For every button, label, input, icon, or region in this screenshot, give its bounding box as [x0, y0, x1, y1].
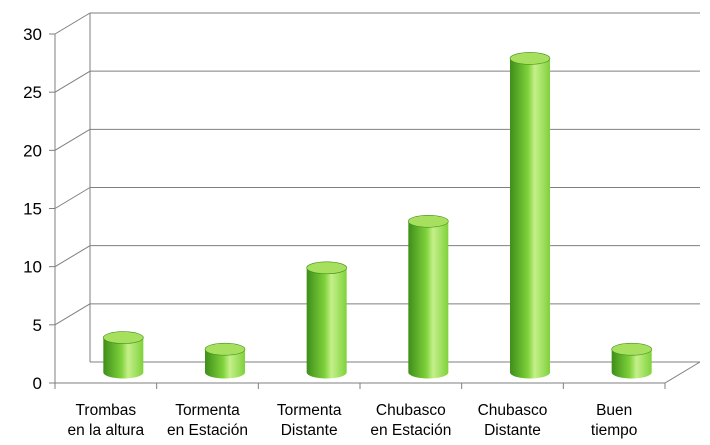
floor-right-edge — [664, 361, 701, 384]
bar-body — [611, 349, 652, 379]
x-tick-label-line: en la altura — [67, 422, 144, 439]
bar — [204, 342, 246, 379]
y-tick-label: 5 — [33, 316, 42, 335]
gridlines — [54, 12, 700, 326]
x-tick-label-line: en Estación — [167, 422, 248, 439]
bar — [509, 52, 551, 379]
bar — [408, 214, 449, 379]
bar-top — [103, 331, 144, 344]
x-tick-label-line: Buen — [596, 402, 632, 419]
x-tick-label-line: Chubasco — [478, 402, 548, 419]
y-tick-label: 0 — [33, 374, 42, 393]
gridline-side — [54, 303, 91, 326]
bar-top — [509, 52, 551, 65]
x-tick-label-line: Tormenta — [175, 402, 240, 419]
x-tick-label: Tormenta en Estación — [167, 402, 248, 439]
bar-top — [306, 261, 347, 275]
gridline-side — [54, 245, 91, 268]
bars — [103, 52, 652, 379]
x-tick-label-line: tiempo — [591, 422, 638, 439]
gridline-side — [54, 12, 91, 35]
x-tick-label-line: Tormenta — [277, 402, 342, 419]
y-tick-label: 30 — [23, 25, 42, 44]
gridline-side — [54, 187, 91, 209]
bar-body — [205, 349, 245, 379]
y-tick-label: 25 — [23, 83, 42, 102]
bar-body — [103, 337, 144, 379]
y-tick-label: 15 — [23, 200, 42, 219]
x-tick-label-line: Trombas — [76, 402, 137, 419]
bar-top — [204, 342, 246, 356]
x-tick-label-line: Chubasco — [376, 402, 446, 419]
x-tick-label-line: Distante — [281, 422, 338, 439]
axes — [49, 13, 701, 389]
bar-body — [306, 267, 347, 379]
bar — [611, 342, 652, 379]
bar — [103, 331, 144, 379]
bar — [306, 261, 347, 379]
bar-top — [611, 342, 652, 356]
gridline-side — [54, 70, 91, 93]
x-tick-label: Chubasco Distante — [478, 402, 548, 439]
bar-top — [408, 214, 449, 228]
bar-body — [510, 58, 550, 379]
x-tick-label: Tormenta Distante — [277, 402, 342, 439]
y-tick-label: 10 — [23, 258, 42, 277]
y-tick-labels: 0 5 10 15 20 25 30 — [23, 25, 42, 393]
x-tick-label-line: en Estación — [370, 422, 451, 439]
x-tick-label: Buen tiempo — [591, 402, 638, 439]
gridline-side — [54, 128, 91, 151]
x-tick-label: Chubasco en Estación — [370, 402, 451, 439]
bar-body — [408, 221, 449, 379]
x-tick-label: Trombas en la altura — [67, 402, 144, 439]
x-tick-label-line: Distante — [484, 422, 541, 439]
y-tick-label: 20 — [23, 141, 42, 160]
